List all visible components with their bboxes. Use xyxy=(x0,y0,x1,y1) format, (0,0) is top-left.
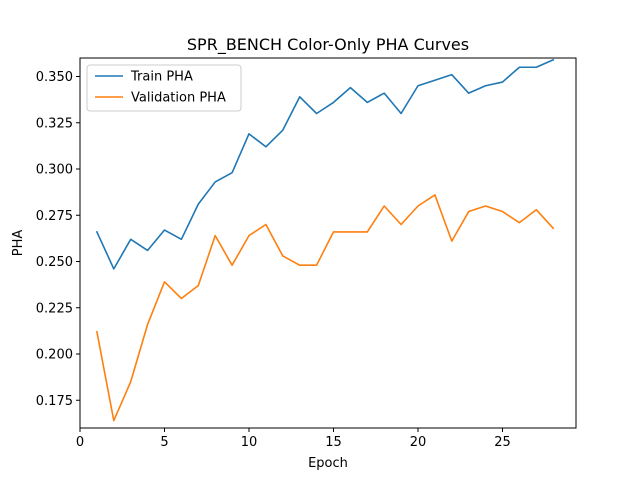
y-tick-label: 0.200 xyxy=(36,348,73,363)
y-tick-label: 0.325 xyxy=(36,116,73,131)
x-tick-label: 25 xyxy=(494,435,511,450)
y-tick-label: 0.300 xyxy=(36,163,73,178)
series-layer xyxy=(95,58,555,422)
x-tick-label: 20 xyxy=(410,435,427,450)
x-tick-label: 10 xyxy=(241,435,258,450)
axes-frame xyxy=(79,57,577,429)
x-tick-label: 5 xyxy=(160,435,168,450)
y-axis-label: PHA xyxy=(11,230,26,257)
x-axis-ticks: 0 5 10 15 20 25 xyxy=(76,428,511,450)
series-line-train-pha xyxy=(95,58,555,270)
y-axis-ticks: 0.175 0.200 0.225 0.250 0.275 0.300 0.325 0.350 xyxy=(36,70,80,409)
x-tick-label: 15 xyxy=(325,435,342,450)
legend-entry-label: Validation PHA xyxy=(131,91,226,106)
y-tick-label: 0.225 xyxy=(36,301,73,316)
x-tick-label: 0 xyxy=(76,435,84,450)
chart-title: SPR_BENCH Color-Only PHA Curves xyxy=(187,35,469,55)
x-axis-label: Epoch xyxy=(308,456,348,471)
y-tick-label: 0.275 xyxy=(36,209,73,224)
legend: Train PHA Validation PHA xyxy=(86,64,242,112)
y-tick-label: 0.350 xyxy=(36,70,73,85)
y-tick-label: 0.250 xyxy=(36,255,73,270)
y-tick-label: 0.175 xyxy=(36,394,73,409)
legend-box xyxy=(86,64,242,112)
legend-entry-label: Train PHA xyxy=(130,70,193,85)
series-line-validation-pha xyxy=(95,194,555,422)
